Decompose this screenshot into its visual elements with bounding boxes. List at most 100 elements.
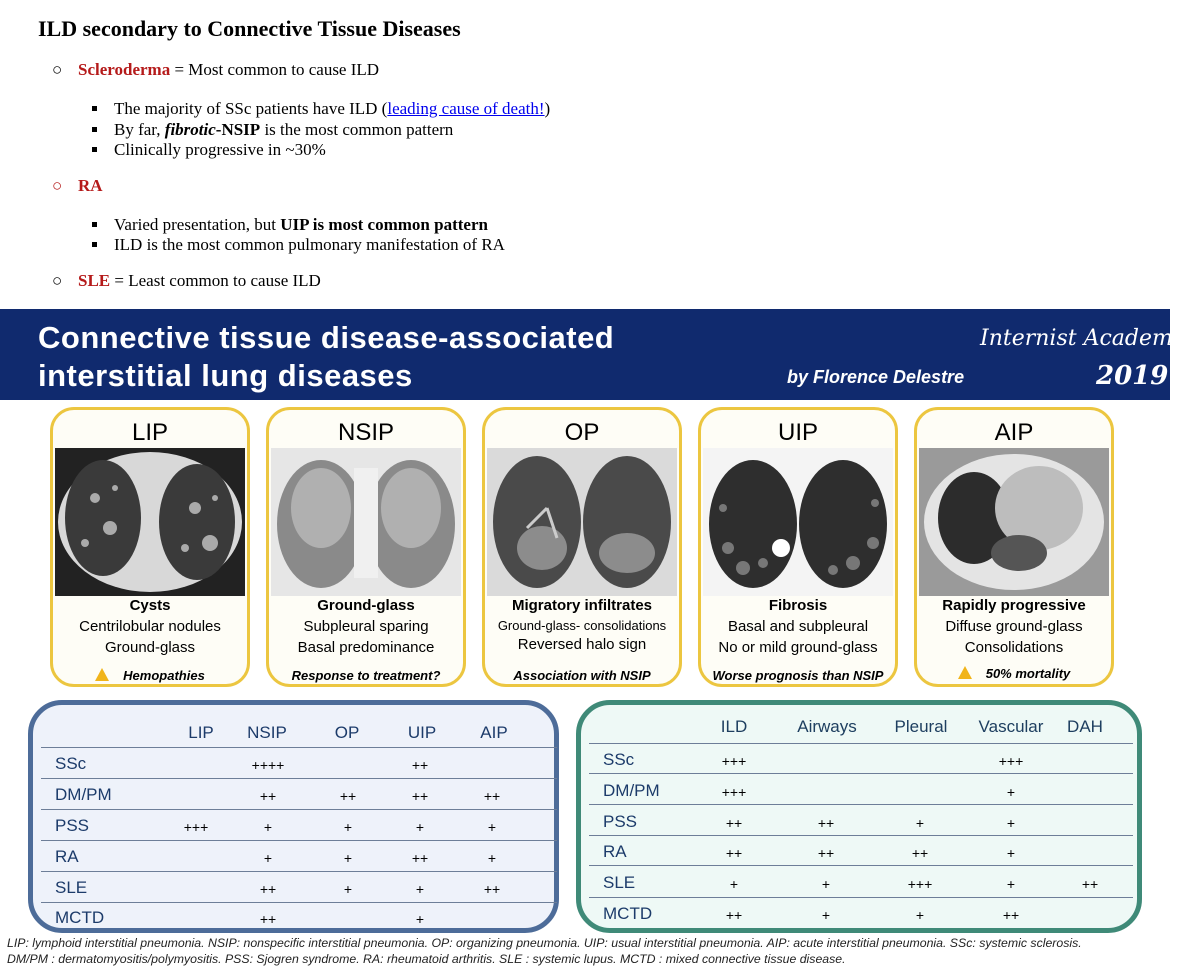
card-footer-text: 50% mortality <box>985 666 1071 681</box>
page-title: ILD secondary to Connective Tissue Disea… <box>38 16 461 41</box>
infographic-banner: Connective tissue disease-associated int… <box>0 309 1185 400</box>
organ-involvement-table: ILD Airways Pleural Vascular DAH SSc DM/… <box>576 700 1142 933</box>
table-cell: ++ <box>725 907 743 923</box>
sublist-item: Varied presentation, but UIP is most com… <box>92 215 488 235</box>
card-title: AIP <box>994 419 1034 446</box>
table-cell: + <box>415 881 425 897</box>
table-cell: + <box>487 819 497 835</box>
notes-section: ILD secondary to Connective Tissue Disea… <box>0 0 1200 305</box>
card-line2: Diffuse ground-glass <box>945 618 1083 635</box>
card-title: UIP <box>777 419 818 446</box>
banner-year: 2019 <box>1096 361 1169 391</box>
text: is the most common pattern <box>260 120 454 139</box>
table-cell: ++ <box>725 845 743 861</box>
row-divider <box>41 747 557 748</box>
col-header: Pleural <box>894 717 948 736</box>
table-cell: + <box>1006 845 1016 861</box>
card-line3: Consolidations <box>964 639 1064 656</box>
ct-scan-image <box>271 448 461 596</box>
card-line1: Rapidly progressive <box>942 597 1086 614</box>
table-cell: + <box>915 907 925 923</box>
row-divider <box>589 743 1133 744</box>
row-label: SSc <box>603 750 635 769</box>
leading-cause-link[interactable]: leading cause of death! <box>387 99 545 118</box>
card-footer: 50% mortality <box>917 666 1111 681</box>
table-cell: + <box>1006 876 1016 892</box>
table-cell: + <box>415 819 425 835</box>
col-header: AIP <box>480 723 508 742</box>
text: ILD is the most common pulmonary manifes… <box>114 235 505 254</box>
card-op: OP Migratory infiltrates Ground-glass- c… <box>482 407 682 687</box>
hollow-bullet-icon: ○ <box>52 176 63 195</box>
square-bullet-icon <box>92 242 97 248</box>
table-cell: ++ <box>817 845 835 861</box>
row-label: MCTD <box>603 904 653 923</box>
sublist-item: ILD is the most common pulmonary manifes… <box>92 235 505 255</box>
row-divider <box>41 871 557 872</box>
card-aip: AIP Rapidly progressive Diffuse ground-g… <box>914 407 1114 687</box>
table-cell: +++ <box>721 753 747 769</box>
col-header: Airways <box>797 717 857 736</box>
card-footer: Association with NSIP <box>513 668 651 683</box>
row-divider <box>41 809 557 810</box>
table-cell: +++ <box>721 784 747 800</box>
col-header: UIP <box>407 723 437 742</box>
col-header: ILD <box>720 717 748 736</box>
warning-triangle-icon <box>957 666 972 679</box>
table-cell: ++ <box>1002 907 1020 923</box>
footer-line1: LIP: lymphoid interstitial pneumonia. NS… <box>7 936 1082 950</box>
table-cell: ++ <box>483 881 501 897</box>
table-cell: + <box>343 881 353 897</box>
table-cell: ++ <box>411 757 429 773</box>
text: Clinically progressive in ~30% <box>114 140 326 159</box>
text: The majority of SSc patients have ILD ( <box>114 99 388 118</box>
row-label: RA <box>55 847 79 866</box>
row-label: PSS <box>55 816 90 835</box>
row-label: DM/PM <box>55 785 112 804</box>
text: ) <box>544 99 551 118</box>
banner-title-line2: interstitial lung diseases <box>38 358 413 393</box>
table-cell: +++ <box>907 876 933 892</box>
row-label: SLE <box>55 878 88 897</box>
table-cell: ++ <box>259 788 277 804</box>
row-divider <box>41 778 557 779</box>
card-uip: UIP Fibrosis Basal and subpleural No or … <box>698 407 898 687</box>
table-cell: ++ <box>339 788 357 804</box>
table-cell: ++ <box>259 911 277 927</box>
card-line3: Ground-glass <box>104 639 196 656</box>
hollow-bullet-icon: ○ <box>52 271 63 290</box>
col-header: NSIP <box>247 723 287 742</box>
ct-scan-image <box>919 448 1109 596</box>
row-divider <box>589 804 1133 805</box>
pattern-frequency-table: LIP NSIP OP UIP AIP SSc DM/PM PSS RA SLE… <box>28 700 559 933</box>
card-line3: Reversed halo sign <box>517 636 647 653</box>
square-bullet-icon <box>92 106 97 112</box>
table-cell: + <box>487 850 497 866</box>
table-cell: ++ <box>411 850 429 866</box>
square-bullet-icon <box>92 147 97 153</box>
card-line2: Ground-glass- consolidations <box>497 618 667 633</box>
row-divider <box>41 902 557 903</box>
text: Varied presentation, but <box>114 215 281 234</box>
row-divider <box>41 840 557 841</box>
table-cell: + <box>821 907 831 923</box>
academy-logo-text: Internist Academy <box>980 326 1186 351</box>
card-nsip: NSIP Ground-glass Subpleural sparing Bas… <box>266 407 466 687</box>
square-bullet-icon <box>92 127 97 133</box>
sublist-item: The majority of SSc patients have ILD (l… <box>92 99 550 119</box>
row-label: MCTD <box>55 908 105 927</box>
footer-line2: DM/PM : dermatomyositis/polymyositis. PS… <box>7 952 846 966</box>
card-line2: Subpleural sparing <box>303 618 429 635</box>
sle-desc: = Least common to cause ILD <box>110 271 321 290</box>
scleroderma-label: Scleroderma <box>78 60 171 79</box>
card-footer: Hemopathies <box>53 668 247 683</box>
sublist-item: By far, fibrotic-NSIP is the most common… <box>92 120 453 140</box>
row-divider <box>589 865 1133 866</box>
table-cell: + <box>1006 815 1016 831</box>
author-credit: by Florence Delestre <box>787 367 965 387</box>
table-cell: +++ <box>183 819 209 835</box>
card-line1: Ground-glass <box>317 597 415 614</box>
table-cell: ++ <box>259 881 277 897</box>
abbreviations-footer: LIP: lymphoid interstitial pneumonia. NS… <box>7 935 1197 967</box>
ct-scan-image <box>55 448 245 596</box>
